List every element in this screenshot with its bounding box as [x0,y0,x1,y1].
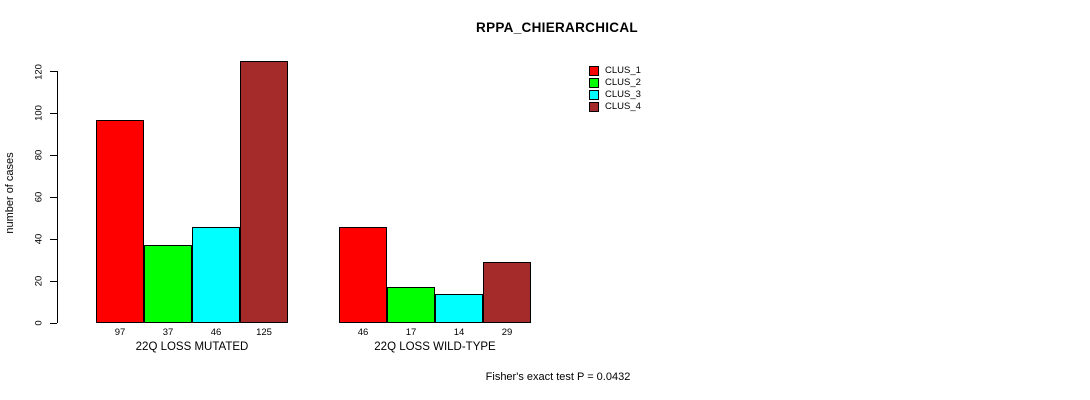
bar-clus_4-group2 [483,262,531,323]
y-tick-mark [50,112,57,114]
bar-clus_1-group1 [96,120,144,323]
bar-value-label: 37 [162,327,174,338]
y-tick-mark [50,280,57,282]
y-tick-mark [50,196,57,198]
group-label: 22Q LOSS MUTATED [135,341,249,353]
y-axis-label: number of cases [4,152,16,234]
legend-label: CLUS_4 [605,101,641,112]
y-tick-mark [50,322,57,324]
y-tick-label: 80 [33,150,45,161]
y-tick-label: 40 [33,233,45,245]
y-axis-line [57,71,58,323]
legend-swatch-clus_3 [589,90,599,100]
bar-value-label: 46 [357,327,369,338]
bar-clus_2-group1 [144,245,192,323]
bar-clus_2-group2 [387,287,435,323]
bar-value-label: 125 [256,327,272,338]
bar-value-label: 97 [114,327,126,338]
bar-value-label: 46 [210,327,222,338]
y-tick-label: 60 [33,191,45,203]
legend-label: CLUS_2 [605,77,641,88]
bar-clus_4-group1 [240,61,288,323]
bar-value-label: 29 [501,327,513,338]
y-tick-mark [50,71,57,72]
bar-value-label: 17 [405,327,417,338]
y-tick-mark [50,238,57,240]
bar-clus_1-group2 [339,227,387,323]
y-tick-label: 120 [33,63,45,80]
group-label: 22Q LOSS WILD-TYPE [374,341,496,353]
y-tick-label: 20 [33,275,45,287]
legend-label: CLUS_3 [605,89,641,100]
y-tick-label: 100 [33,105,45,122]
legend-swatch-clus_1 [589,66,599,76]
legend-swatch-clus_4 [589,102,599,112]
y-tick-mark [50,154,57,156]
legend-label: CLUS_1 [605,65,641,76]
fisher-test-annotation: Fisher's exact test P = 0.0432 [485,371,631,383]
chart-title: RPPA_CHIERARCHICAL [476,20,638,35]
bar-clus_3-group1 [192,227,240,323]
legend-swatch-clus_2 [589,78,599,88]
y-tick-label: 0 [33,320,45,326]
bar-clus_3-group2 [435,294,483,323]
bar-value-label: 14 [453,327,465,338]
